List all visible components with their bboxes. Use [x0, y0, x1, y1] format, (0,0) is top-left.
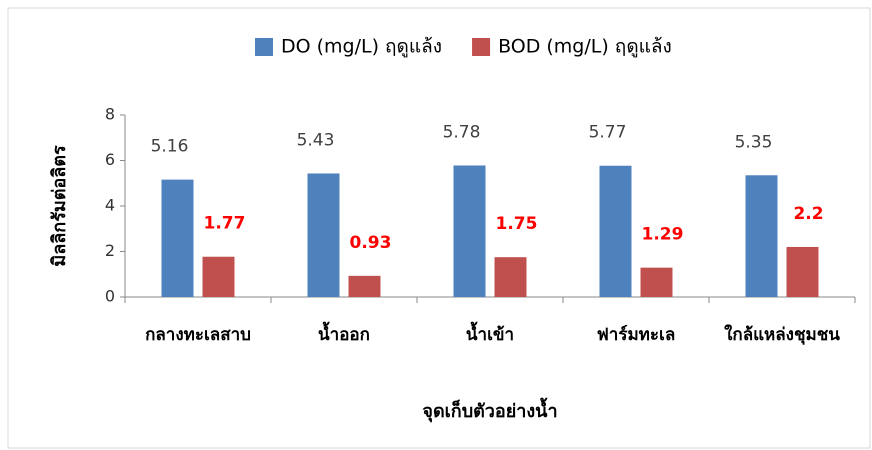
- y-tick-label: 2: [105, 241, 115, 260]
- x-tick-label: ใกล้แหล่งชุมชน: [724, 324, 840, 345]
- bar: [202, 256, 235, 297]
- y-axis-title: มิลลิกรัมต่อลิตร: [49, 145, 70, 267]
- value-label: 5.77: [589, 123, 627, 143]
- bar: [786, 246, 819, 297]
- value-label: 1.77: [204, 214, 246, 234]
- y-tick-label: 8: [105, 105, 115, 124]
- bar: [161, 179, 194, 297]
- value-label: 5.35: [735, 132, 773, 152]
- x-axis-title: จุดเก็บตัวอย่างน้ำ: [422, 397, 557, 423]
- legend-label: BOD (mg/L) ฤดูแล้ง: [498, 36, 672, 58]
- bar: [640, 267, 673, 297]
- chart-border: [7, 7, 871, 449]
- value-label: 5.16: [151, 137, 189, 157]
- value-label: 1.75: [496, 214, 538, 234]
- legend-swatch: [472, 38, 491, 56]
- x-tick-label: ฟาร์มทะเล: [597, 324, 675, 345]
- x-tick-label: น้ำเข้า: [466, 321, 514, 345]
- bar: [453, 165, 486, 297]
- value-label: 1.29: [642, 225, 684, 245]
- value-label: 2.2: [793, 204, 823, 224]
- x-tick-label: กลางทะเลสาบ: [145, 325, 251, 345]
- bar: [745, 175, 778, 297]
- value-label: 5.43: [297, 130, 335, 150]
- x-tick-label: น้ำออก: [318, 321, 370, 345]
- bar: [599, 165, 632, 297]
- bar: [307, 173, 340, 297]
- bar: [494, 257, 527, 297]
- bar: [348, 275, 381, 297]
- y-tick-label: 4: [105, 196, 115, 215]
- y-tick-label: 0: [105, 287, 115, 306]
- value-label: 0.93: [350, 233, 392, 253]
- legend-label: DO (mg/L) ฤดูแล้ง: [281, 36, 442, 58]
- y-tick-label: 6: [105, 150, 115, 169]
- value-label: 5.78: [443, 123, 481, 143]
- legend-swatch: [255, 38, 273, 56]
